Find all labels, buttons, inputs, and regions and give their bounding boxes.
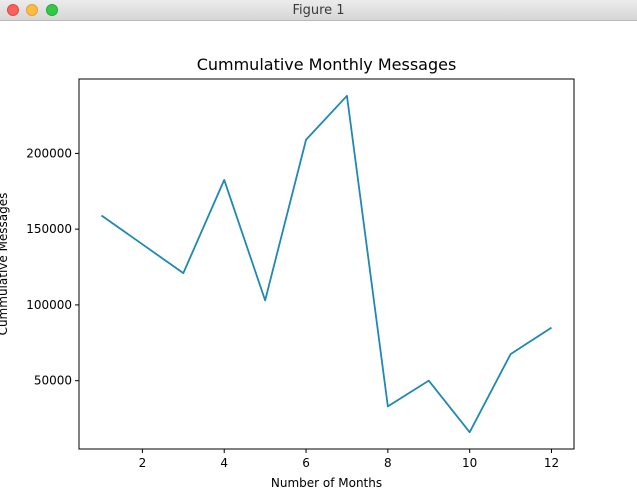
close-window-button[interactable]	[7, 4, 19, 16]
series-line	[100, 94, 552, 434]
y-tick-label: 50000	[34, 374, 72, 388]
y-tick-label: 200000	[26, 146, 72, 160]
x-tick-label: 6	[302, 456, 310, 470]
x-tick-label: 8	[384, 456, 392, 470]
minimize-window-button[interactable]	[26, 4, 38, 16]
figure-canvas: Cummulative Monthly Messages 2 4 6 8 10 12 5000…	[0, 21, 637, 490]
x-tick-label: 10	[462, 456, 477, 470]
y-tick-label: 150000	[26, 222, 72, 236]
zoom-window-button[interactable]	[46, 4, 58, 16]
x-tick-label: 2	[139, 456, 147, 470]
chart-title: Cummulative Monthly Messages	[197, 55, 457, 74]
x-axis-label: Number of Months	[271, 476, 382, 488]
y-axis-label: Cummulative Messages	[0, 193, 10, 336]
window-title: Figure 1	[292, 3, 345, 18]
x-tick-label: 12	[544, 456, 559, 470]
title-bar: Figure 1	[0, 0, 637, 21]
x-tick-label: 4	[220, 456, 228, 470]
y-tick-label: 100000	[26, 298, 72, 312]
line-chart: Cummulative Monthly Messages 2 4 6 8 10 12 5000…	[0, 55, 575, 490]
plot-frame	[78, 78, 575, 450]
